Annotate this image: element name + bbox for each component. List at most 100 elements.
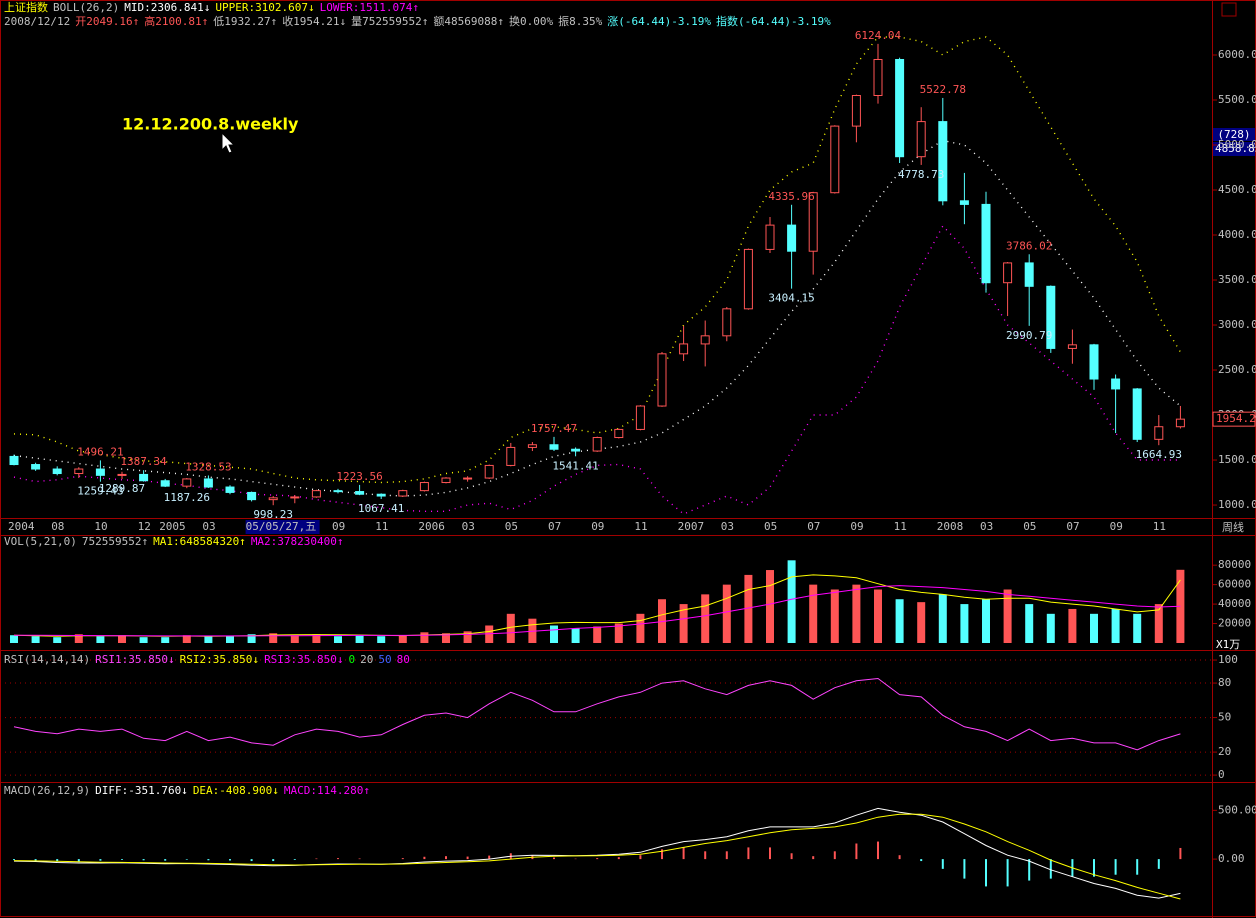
candle-body [268, 497, 278, 501]
last-price-box [1212, 411, 1256, 427]
x-tick-label: 03 [202, 520, 215, 533]
volume-bar [766, 570, 774, 643]
header-item: 换0.00% [509, 14, 553, 28]
volume-bar [204, 636, 213, 643]
header-item: MA1:648584320↑ [153, 535, 246, 548]
volume-bar [1090, 613, 1098, 643]
volume-bar [852, 584, 861, 643]
volume-bar [1068, 608, 1077, 643]
volume-bar [226, 636, 234, 643]
candle-body [333, 490, 343, 493]
candle-body [419, 482, 429, 492]
header-item: VOL(5,21,0) [4, 535, 77, 548]
header-item: UPPER:3102.607↓ [215, 1, 314, 14]
volume-bar [960, 604, 969, 643]
note: 12.12.200.8.weekly [122, 115, 299, 134]
extreme-label: 3786.02 [1006, 239, 1052, 252]
x-tick-label: 08 [51, 520, 64, 533]
volume-bar [139, 637, 148, 643]
candle-body [873, 58, 883, 96]
candle-body [398, 490, 408, 497]
x-tick-label: 03 [462, 520, 475, 533]
y-tick-label: 3500.0 [1218, 273, 1256, 286]
x-tick-label: 2007 [678, 520, 705, 533]
header-item: 0 [349, 653, 356, 666]
volume-bar [355, 635, 364, 643]
header-item: 2008/12/12 [4, 15, 70, 28]
header-item: 收1954.21↓ [282, 14, 346, 28]
candle-body [9, 455, 19, 466]
candle-body [290, 496, 300, 499]
x-tick-label: 09 [850, 520, 863, 533]
header: RSI(14,14,14) RSI1:35.850↓ RSI2:35.850↓ RSI… [4, 653, 410, 666]
volume-bar [895, 599, 904, 643]
volume-bar [679, 604, 688, 643]
candle-body [571, 448, 581, 452]
volume-bar [74, 634, 83, 643]
candle-body [787, 224, 797, 252]
volume-bar [312, 634, 321, 643]
cursor-value: 4858.83 [1215, 142, 1256, 155]
header-item: 50 [378, 653, 391, 666]
extreme-label: 1496.21 [77, 445, 123, 458]
x-tick-label: 12 [138, 520, 151, 533]
volume-bar [571, 628, 580, 643]
volume-bar [614, 623, 623, 643]
header-item: 752559552↑ [82, 535, 148, 548]
header-item: BOLL(26,2) [53, 1, 119, 14]
candle-body [1003, 262, 1013, 284]
y-tick-label: 4000.0 [1218, 228, 1256, 241]
x-tick-label: 03 [980, 520, 993, 533]
y-tick-label: 80 [1218, 676, 1231, 689]
y-tick-label: 0 [1218, 768, 1225, 781]
rsi-line [13, 677, 1181, 751]
cursor-label: (728) [1217, 128, 1250, 141]
y-tick-label: 20000 [1218, 617, 1251, 630]
candle-body [765, 224, 775, 250]
volume-bar [938, 594, 947, 643]
extreme-label: 1757.47 [531, 422, 577, 435]
extreme-label: 1259.43 [77, 485, 123, 498]
x-tick-label: 11 [894, 520, 907, 533]
volume-bar [787, 560, 796, 643]
x-tick-label: 05 [505, 520, 518, 533]
candle-body [1024, 262, 1034, 287]
candle-body [635, 405, 645, 430]
window-button[interactable] [1221, 2, 1237, 17]
header-item: 额48569088↑ [433, 15, 504, 28]
y-tick-label: 100 [1218, 653, 1238, 666]
header-item: 振8.35% [558, 14, 602, 28]
candle-body [74, 468, 84, 475]
header-item: 涨(-64.44)-3.19% [607, 15, 711, 28]
candle-body [895, 58, 905, 158]
extreme-label: 6124.04 [855, 29, 902, 42]
header-item: MACD(26,12,9) [4, 784, 90, 797]
volume-bar [982, 599, 990, 643]
y-tick-label: 4500.0 [1218, 183, 1256, 196]
y-tick-label: 2500.0 [1218, 363, 1256, 376]
candle-body [916, 121, 926, 158]
candle-body [830, 125, 840, 194]
candle-body [311, 490, 321, 498]
header-item: MACD:114.280↑ [284, 784, 370, 797]
candle-body [247, 491, 257, 501]
volume-bar [420, 632, 429, 643]
candle-body [938, 121, 948, 202]
volume-bar [506, 613, 515, 643]
x-tick-label: 2004 [8, 520, 35, 533]
volume-bar [463, 631, 472, 643]
y-tick-label: 1500.0 [1218, 453, 1256, 466]
candle-body [160, 480, 170, 487]
header-item: 开2049.16↑ [75, 15, 139, 28]
macd-line [13, 807, 1181, 899]
x-tick-label: 10 [94, 520, 107, 533]
header: MACD(26,12,9) DIFF:-351.760↓ DEA:-408.900↓… [4, 784, 370, 797]
macd-line [13, 813, 1181, 900]
header-item: 80 [397, 653, 410, 666]
extreme-label: 1541.41 [552, 459, 598, 472]
candle-body [31, 464, 41, 470]
volume-bar [442, 633, 450, 643]
volume-unit: X1万 [1216, 638, 1240, 651]
